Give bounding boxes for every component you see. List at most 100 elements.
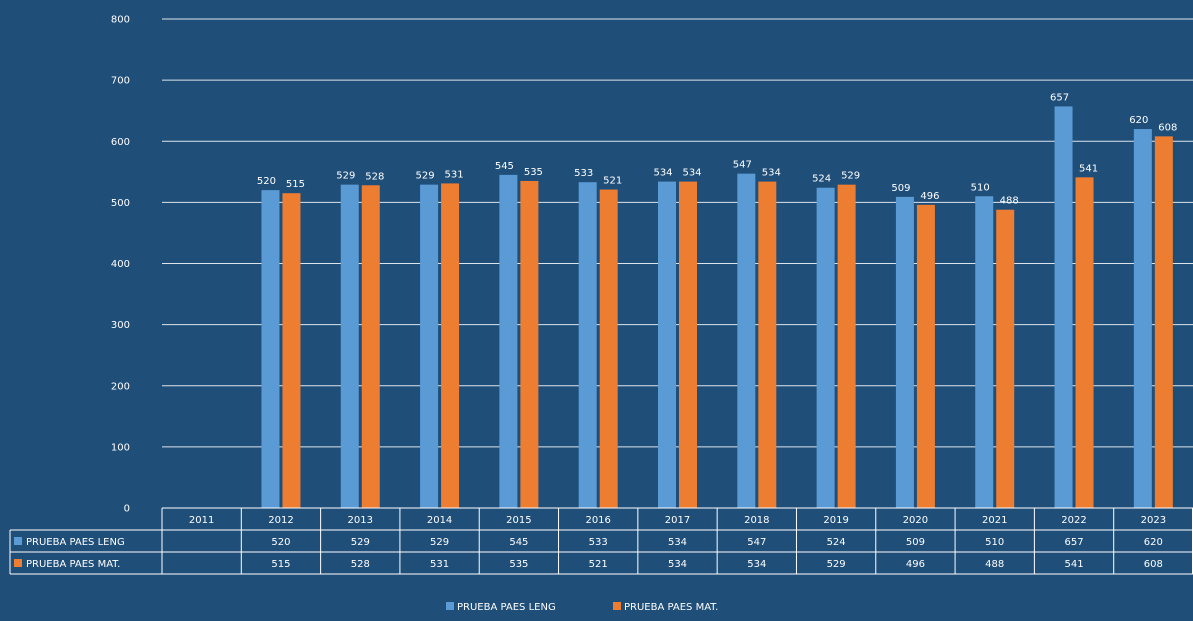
table-series-name: PRUEBA PAES LENG bbox=[26, 537, 125, 548]
bar-mat bbox=[282, 193, 301, 509]
category-label: 2021 bbox=[982, 515, 1007, 526]
data-label: 535 bbox=[524, 167, 543, 178]
table-cell-value: 529 bbox=[827, 559, 846, 570]
table-cell-value: 535 bbox=[509, 559, 528, 570]
category-label: 2022 bbox=[1061, 515, 1086, 526]
bar-mat bbox=[679, 181, 697, 508]
table-cell-value: 529 bbox=[351, 537, 370, 548]
y-tick-label: 800 bbox=[111, 15, 130, 26]
category-label: 2013 bbox=[348, 515, 373, 526]
data-label: 547 bbox=[733, 160, 752, 171]
bar-leng bbox=[816, 187, 835, 508]
data-label: 510 bbox=[971, 182, 990, 193]
table-cell-value: 524 bbox=[827, 537, 846, 548]
table-cell-value: 496 bbox=[906, 559, 925, 570]
table-cell-value: 534 bbox=[747, 559, 766, 570]
bar-leng bbox=[895, 196, 914, 508]
bar-leng bbox=[1054, 106, 1073, 508]
table-series-name: PRUEBA PAES MAT. bbox=[26, 559, 120, 570]
table-cell-value: 534 bbox=[668, 559, 687, 570]
bar-mat bbox=[441, 183, 460, 508]
bar-leng bbox=[340, 184, 359, 508]
bar-leng bbox=[420, 184, 439, 508]
data-label: 509 bbox=[891, 183, 910, 194]
data-label: 534 bbox=[682, 168, 701, 179]
y-tick-label: 200 bbox=[111, 381, 130, 392]
category-label: 2011 bbox=[189, 515, 214, 526]
data-label: 520 bbox=[257, 176, 276, 187]
category-label: 2019 bbox=[823, 515, 848, 526]
bar-mat bbox=[1075, 177, 1094, 508]
category-label: 2016 bbox=[585, 515, 610, 526]
bar-leng bbox=[975, 196, 994, 508]
table-cell-value: 531 bbox=[430, 559, 449, 570]
bar-mat bbox=[1154, 136, 1173, 509]
legend-label: PRUEBA PAES MAT. bbox=[624, 602, 718, 613]
bar-leng bbox=[737, 173, 756, 509]
bar-leng bbox=[499, 174, 518, 508]
bar-mat bbox=[599, 189, 618, 508]
data-label: 496 bbox=[920, 191, 939, 202]
y-tick-label: 0 bbox=[124, 504, 130, 515]
y-tick-label: 600 bbox=[111, 137, 130, 148]
table-cell-value: 488 bbox=[985, 559, 1004, 570]
legend-label: PRUEBA PAES LENG bbox=[457, 602, 556, 613]
table-cell-value: 521 bbox=[589, 559, 608, 570]
y-tick-label: 100 bbox=[111, 442, 130, 453]
y-tick-label: 400 bbox=[111, 259, 130, 270]
table-cell-value: 657 bbox=[1064, 537, 1083, 548]
category-label: 2015 bbox=[506, 515, 531, 526]
category-label: 2017 bbox=[665, 515, 690, 526]
table-cell-value: 528 bbox=[351, 559, 370, 570]
legend-key bbox=[613, 602, 621, 610]
data-label: 524 bbox=[812, 174, 831, 185]
table-legend-key bbox=[14, 559, 22, 567]
data-label: 608 bbox=[1158, 122, 1177, 133]
bar-leng bbox=[578, 182, 597, 509]
data-label: 515 bbox=[286, 179, 305, 190]
category-label: 2023 bbox=[1141, 515, 1166, 526]
data-label: 534 bbox=[653, 168, 672, 179]
table-cell-value: 520 bbox=[271, 537, 290, 548]
table-cell-value: 509 bbox=[906, 537, 925, 548]
y-tick-label: 700 bbox=[111, 76, 130, 87]
category-label: 2020 bbox=[903, 515, 928, 526]
bar-mat bbox=[837, 184, 856, 508]
data-label: 529 bbox=[841, 171, 860, 182]
category-label: 2014 bbox=[427, 515, 452, 526]
data-label: 488 bbox=[1000, 196, 1019, 207]
bar-mat bbox=[916, 204, 935, 508]
table-cell-value: 547 bbox=[747, 537, 766, 548]
table-cell-value: 529 bbox=[430, 537, 449, 548]
table-cell-value: 620 bbox=[1144, 537, 1163, 548]
data-label: 529 bbox=[416, 171, 435, 182]
table-cell-value: 541 bbox=[1064, 559, 1083, 570]
table-cell-value: 545 bbox=[509, 537, 528, 548]
data-label: 529 bbox=[336, 171, 355, 182]
bar-mat bbox=[996, 209, 1015, 508]
y-tick-label: 300 bbox=[111, 320, 130, 331]
data-label: 545 bbox=[495, 161, 514, 172]
data-label: 534 bbox=[762, 168, 781, 179]
bar-mat bbox=[520, 180, 539, 508]
data-label: 657 bbox=[1050, 92, 1069, 103]
bar-leng bbox=[1133, 129, 1152, 508]
table-cell-value: 533 bbox=[589, 537, 608, 548]
table-cell-value: 515 bbox=[271, 559, 290, 570]
data-label: 521 bbox=[603, 176, 622, 187]
bar-leng bbox=[658, 181, 676, 508]
y-tick-label: 500 bbox=[111, 198, 130, 209]
data-label: 531 bbox=[445, 169, 464, 180]
category-label: 2018 bbox=[744, 515, 769, 526]
data-label: 620 bbox=[1129, 115, 1148, 126]
data-label: 533 bbox=[574, 168, 593, 179]
data-label: 541 bbox=[1079, 163, 1098, 174]
table-cell-value: 608 bbox=[1144, 559, 1163, 570]
category-label: 2012 bbox=[268, 515, 293, 526]
legend-key bbox=[446, 602, 454, 610]
table-cell-value: 534 bbox=[668, 537, 687, 548]
bar-mat bbox=[758, 181, 777, 508]
bar-mat bbox=[361, 185, 380, 508]
table-legend-key bbox=[14, 537, 22, 545]
